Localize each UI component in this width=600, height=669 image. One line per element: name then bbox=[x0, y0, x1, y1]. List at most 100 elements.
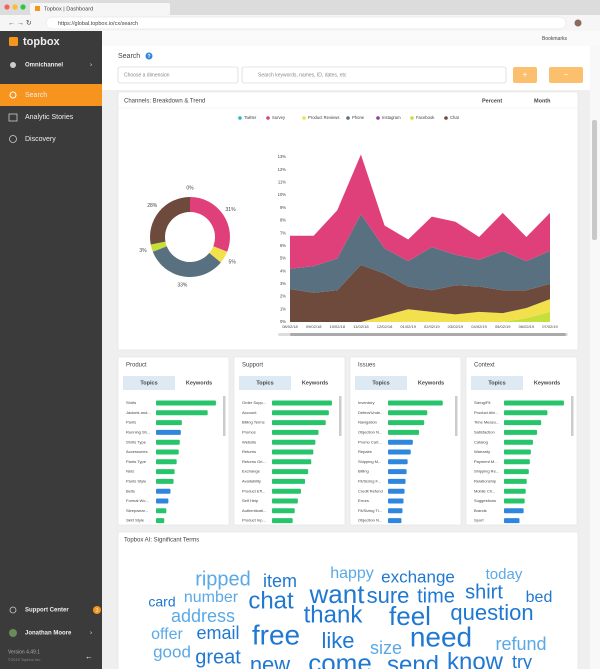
topic-label[interactable]: Shipping Re... bbox=[474, 469, 499, 474]
period[interactable]: Month bbox=[534, 98, 551, 104]
cloud-word[interactable]: like bbox=[321, 628, 354, 653]
topic-label[interactable]: Sizing/Fit bbox=[474, 400, 491, 405]
topic-label[interactable]: Product Inp... bbox=[242, 518, 266, 523]
topic-label[interactable]: Time Measu... bbox=[474, 420, 499, 425]
topic-label[interactable]: Suggestions bbox=[474, 498, 496, 503]
topic-label[interactable]: Exchange bbox=[242, 469, 261, 474]
topic-label[interactable]: Nets bbox=[126, 469, 134, 474]
url-box[interactable] bbox=[45, 16, 567, 30]
cloud-word[interactable]: email bbox=[196, 623, 239, 643]
cloud-word[interactable]: number bbox=[184, 589, 239, 606]
bookmarks[interactable]: Bookmarks bbox=[542, 36, 568, 42]
topic-label[interactable]: Pants Style bbox=[126, 478, 147, 483]
cloud-word[interactable]: item bbox=[263, 571, 297, 591]
topic-label[interactable]: Running Sh... bbox=[126, 429, 150, 434]
topic-label[interactable]: Formal Wo... bbox=[126, 498, 149, 503]
tab[interactable]: Topics bbox=[256, 380, 273, 386]
topic-label[interactable]: Availability bbox=[242, 478, 261, 483]
tab[interactable]: Keywords bbox=[302, 380, 328, 386]
topic-label[interactable]: Accessories bbox=[126, 449, 148, 454]
cloud-word[interactable]: chat bbox=[248, 587, 294, 614]
topic-label[interactable]: Relationship bbox=[474, 478, 497, 483]
help-bg[interactable] bbox=[145, 52, 153, 60]
topic-label[interactable]: Objection N... bbox=[358, 518, 382, 523]
topic-label[interactable]: Promo Cart... bbox=[358, 439, 382, 444]
chart-scroll-thumb[interactable] bbox=[290, 333, 566, 336]
tab-active[interactable] bbox=[239, 376, 291, 390]
nav-item[interactable]: Discovery bbox=[25, 136, 56, 143]
cloud-word[interactable]: great bbox=[195, 646, 241, 668]
topic-label[interactable]: Pants Type bbox=[126, 459, 147, 464]
topic-label[interactable]: Billing Terms bbox=[242, 420, 265, 425]
maximize[interactable] bbox=[20, 4, 26, 10]
tab[interactable]: Keywords bbox=[418, 380, 444, 386]
topic-label[interactable]: Mobile Ch... bbox=[474, 488, 495, 493]
topic-label[interactable]: Product Attr... bbox=[474, 410, 498, 415]
topic-label[interactable]: Billing bbox=[358, 469, 369, 474]
support[interactable]: Support Center bbox=[25, 608, 69, 614]
topic-label[interactable]: Defect/Unde... bbox=[358, 410, 384, 415]
user[interactable]: Jonathan Moore bbox=[25, 631, 72, 637]
cloud-word[interactable]: send bbox=[387, 651, 439, 669]
cloud-word[interactable]: feel bbox=[389, 601, 431, 631]
topic-label[interactable]: Catalog bbox=[474, 439, 488, 444]
workspace[interactable]: Omnichannel bbox=[25, 63, 63, 69]
topic-label[interactable]: Errors bbox=[358, 498, 369, 503]
dimension-select[interactable] bbox=[117, 66, 239, 84]
cloud-word[interactable]: good bbox=[153, 642, 191, 661]
topic-label[interactable]: Payment M... bbox=[474, 459, 498, 464]
topic-label[interactable]: Pants bbox=[126, 420, 136, 425]
topic-label[interactable]: Fit/Sizing Ti... bbox=[358, 508, 382, 513]
cloud-word[interactable]: sure bbox=[367, 583, 410, 608]
cloud-word[interactable]: try bbox=[512, 652, 532, 669]
keyword-input[interactable] bbox=[241, 66, 507, 84]
cloud-word[interactable]: know bbox=[447, 648, 504, 669]
topic-label[interactable]: Navigation bbox=[358, 420, 377, 425]
topic-label[interactable]: Brands bbox=[474, 508, 487, 513]
topic-label[interactable]: Sleepwear... bbox=[126, 508, 148, 513]
tab[interactable]: Topics bbox=[372, 380, 389, 386]
tab[interactable] bbox=[30, 3, 170, 15]
topic-label[interactable]: Objection N... bbox=[358, 429, 382, 434]
cloud-word[interactable]: thank bbox=[304, 601, 364, 628]
close[interactable] bbox=[4, 4, 10, 10]
minimize[interactable] bbox=[12, 4, 18, 10]
remove-button[interactable] bbox=[549, 67, 583, 83]
topic-label[interactable]: Fit/Sizing F... bbox=[358, 478, 381, 483]
nav-item[interactable]: Search bbox=[25, 92, 47, 99]
tab[interactable]: Topics bbox=[488, 380, 505, 386]
tab-active[interactable] bbox=[123, 376, 175, 390]
cloud-word[interactable]: refund bbox=[495, 634, 546, 654]
topic-label[interactable]: Order Supp... bbox=[242, 400, 266, 405]
cloud-word[interactable]: today bbox=[486, 566, 523, 583]
topic-label[interactable]: Account bbox=[242, 410, 257, 415]
cloud-word[interactable]: address bbox=[171, 606, 235, 626]
topic-label[interactable]: Belts bbox=[126, 488, 135, 493]
topic-label[interactable]: Authenticati... bbox=[242, 508, 266, 513]
cloud-word[interactable]: bed bbox=[526, 589, 553, 606]
topic-label[interactable]: Inventory bbox=[358, 400, 374, 405]
topic-label[interactable]: Satisfaction bbox=[474, 429, 495, 434]
cloud-word[interactable]: free bbox=[252, 619, 300, 650]
cloud-word[interactable]: happy bbox=[330, 565, 374, 582]
cloud-word[interactable]: card bbox=[148, 594, 175, 610]
topic-label[interactable]: Skirt Style bbox=[126, 518, 145, 523]
topic-label[interactable]: Returns bbox=[242, 449, 256, 454]
cloud-word[interactable]: size bbox=[370, 638, 402, 658]
topic-label[interactable]: Shirts Type bbox=[126, 439, 147, 444]
topic-label[interactable]: Shipping M... bbox=[358, 459, 381, 464]
cloud-word[interactable]: ripped bbox=[195, 568, 251, 590]
cloud-word[interactable]: exchange bbox=[381, 567, 455, 586]
cloud-word[interactable]: time bbox=[417, 585, 455, 607]
cloud-word[interactable]: need bbox=[410, 621, 472, 652]
topic-label[interactable]: Jackets and... bbox=[126, 410, 151, 415]
tab[interactable]: Keywords bbox=[186, 380, 212, 386]
collapse[interactable]: ← bbox=[85, 652, 93, 661]
topic-label[interactable]: Returns Gri... bbox=[242, 459, 266, 464]
tab-active[interactable] bbox=[355, 376, 407, 390]
topic-label[interactable]: Self Help bbox=[242, 498, 259, 503]
topic-label[interactable]: Repairs bbox=[358, 449, 372, 454]
cloud-word[interactable]: shirt bbox=[465, 581, 503, 603]
cloud-word[interactable]: come bbox=[308, 648, 372, 669]
nav-buttons[interactable]: ← → ↻ bbox=[8, 20, 32, 27]
